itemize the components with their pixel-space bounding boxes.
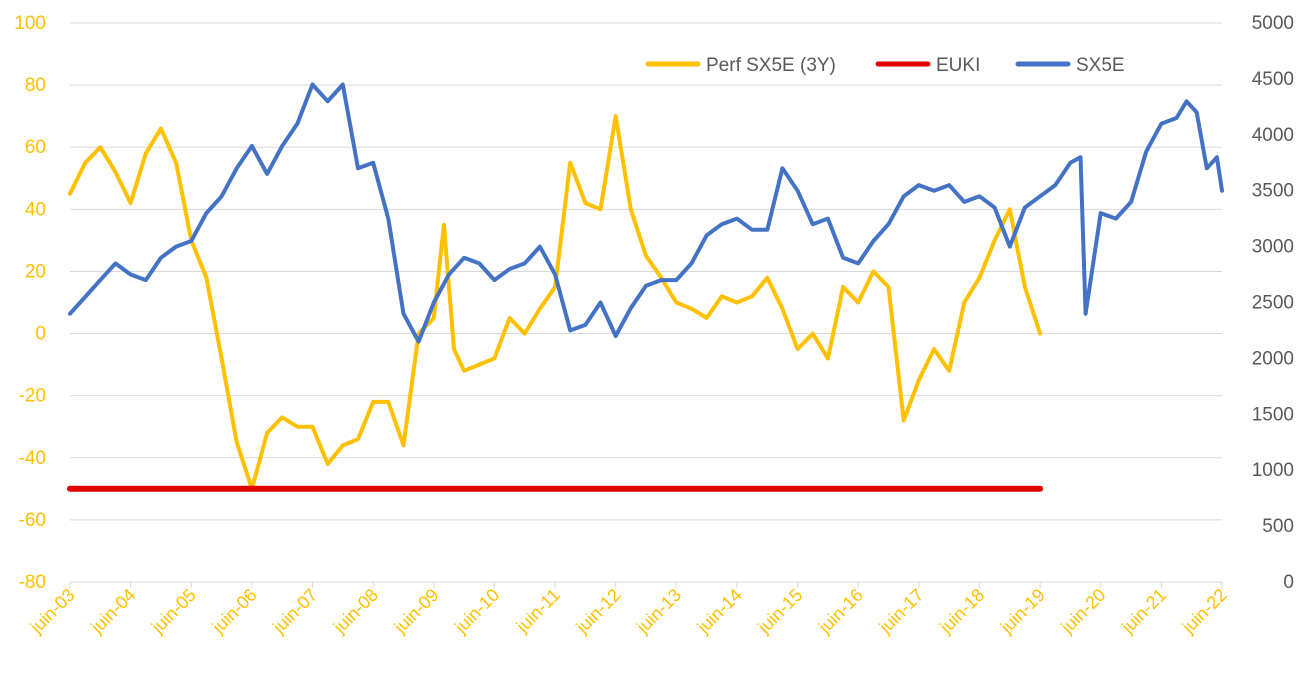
left-tick-label: -40 xyxy=(19,448,46,469)
right-tick-label: 2000 xyxy=(1252,348,1294,369)
x-tick-label: juin-16 xyxy=(814,585,867,638)
gridlines xyxy=(70,22,1222,583)
left-tick-label: 80 xyxy=(25,75,46,96)
legend-label-euki: EUKI xyxy=(936,55,980,76)
right-tick-label: 3500 xyxy=(1252,181,1294,202)
legend: Perf SX5E (3Y) EUKI SX5E xyxy=(645,55,1125,76)
left-y-axis: -80 -60 -40 -20 0 20 40 60 80 100 xyxy=(14,13,46,593)
x-tick-label: juin-19 xyxy=(996,585,1049,638)
x-tick-label: juin-08 xyxy=(329,585,382,638)
x-tick-label: juin-04 xyxy=(86,585,139,638)
series-layer xyxy=(67,82,1224,492)
left-tick-label: -60 xyxy=(19,510,46,531)
x-tick-label: juin-07 xyxy=(268,585,321,638)
right-tick-label: 1500 xyxy=(1252,404,1294,425)
perf-sx5e-3y-line xyxy=(68,114,1043,491)
x-tick-label: juin-18 xyxy=(935,585,988,638)
x-tick-label: juin-21 xyxy=(1117,585,1170,638)
legend-label-perf-sx5e-3y: Perf SX5E (3Y) xyxy=(706,55,836,76)
right-tick-label: 5000 xyxy=(1252,13,1294,34)
left-tick-label: 60 xyxy=(25,137,46,158)
right-y-axis: 0 500 1000 1500 2000 2500 3000 3500 4000 4500 5000 xyxy=(1252,13,1294,593)
left-tick-label: 40 xyxy=(25,199,46,220)
right-tick-label: 4500 xyxy=(1252,69,1294,90)
x-tick-label: juin-22 xyxy=(1178,585,1231,638)
sx5e-line xyxy=(68,82,1224,344)
x-tick-label: juin-05 xyxy=(147,585,200,638)
left-tick-label: -80 xyxy=(19,572,46,593)
x-tick-label: juin-15 xyxy=(753,585,806,638)
x-tick-label: juin-10 xyxy=(450,585,503,638)
x-tick-label: juin-13 xyxy=(632,585,685,638)
right-tick-label: 0 xyxy=(1283,572,1294,593)
x-tick-label: juin-14 xyxy=(693,585,746,638)
left-tick-label: 0 xyxy=(35,324,46,345)
x-tick-label: juin-20 xyxy=(1056,585,1109,638)
x-tick-label: juin-11 xyxy=(512,585,564,637)
right-tick-label: 4000 xyxy=(1252,125,1294,146)
x-tick-label: juin-09 xyxy=(390,585,443,638)
right-tick-label: 1000 xyxy=(1252,460,1294,481)
left-tick-label: 20 xyxy=(25,261,46,282)
left-tick-label: 100 xyxy=(14,13,46,34)
x-tick-label: juin-17 xyxy=(875,585,928,638)
legend-label-sx5e: SX5E xyxy=(1076,55,1125,76)
left-tick-label: -20 xyxy=(19,386,46,407)
x-tick-label: juin-12 xyxy=(571,585,624,638)
x-tick-label: juin-06 xyxy=(208,585,261,638)
x-axis: juin-03 juin-04 juin-05 juin-06 juin-07 juin-… xyxy=(26,582,1231,638)
right-tick-label: 2500 xyxy=(1252,293,1294,314)
right-tick-label: 500 xyxy=(1262,516,1294,537)
right-tick-label: 3000 xyxy=(1252,237,1294,258)
